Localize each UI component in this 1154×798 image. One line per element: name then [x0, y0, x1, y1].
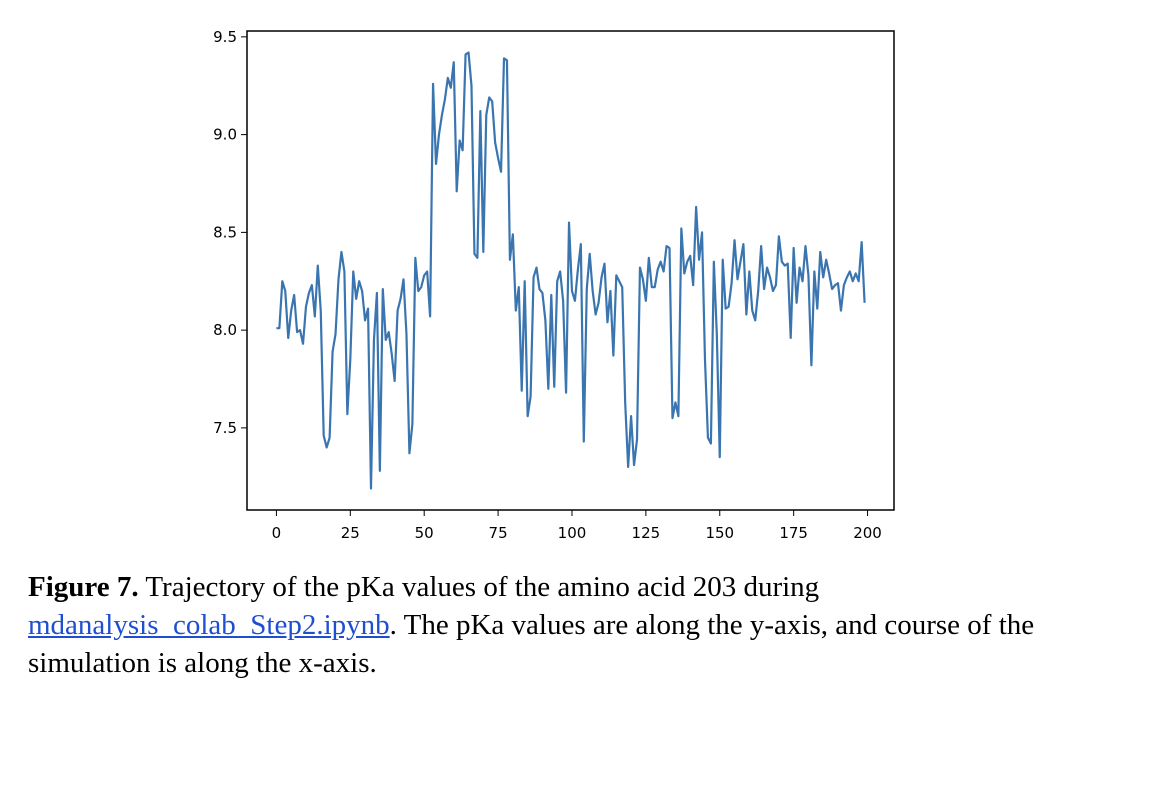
- y-tick-label: 8.0: [213, 321, 237, 339]
- caption: Figure 7. Trajectory of the pKa values o…: [28, 568, 1128, 682]
- x-tick-label: 25: [341, 524, 360, 542]
- plot-frame: [246, 30, 895, 511]
- y-tick-label: 9.0: [213, 126, 237, 144]
- chart: 0 25 50 75 100 125 150 175 200 7.5 8.0 8.5 9.0 9.5: [213, 28, 895, 542]
- caption-text: Trajectory of the pKa values of the amin…: [145, 571, 820, 603]
- x-tick-label: 125: [632, 524, 661, 542]
- caption-text: . The pKa values are along the y-axis, a…: [28, 609, 1035, 679]
- y-tick-label: 7.5: [213, 419, 237, 437]
- caption-label: Figure 7.: [28, 571, 139, 603]
- data-line: [276, 51, 866, 490]
- x-tick-label: 150: [705, 524, 734, 542]
- x-tick-label: 0: [272, 524, 282, 542]
- x-tick-label: 100: [558, 524, 587, 542]
- x-tick-label: 175: [779, 524, 808, 542]
- y-tick-label: 9.5: [213, 28, 237, 46]
- y-tick-label: 8.5: [213, 223, 237, 241]
- caption-link[interactable]: mdanalysis_colab_Step2.ipynb: [28, 609, 390, 641]
- x-tick-label: 50: [415, 524, 434, 542]
- x-tick-label: 75: [489, 524, 508, 542]
- x-tick-label: 200: [853, 524, 882, 542]
